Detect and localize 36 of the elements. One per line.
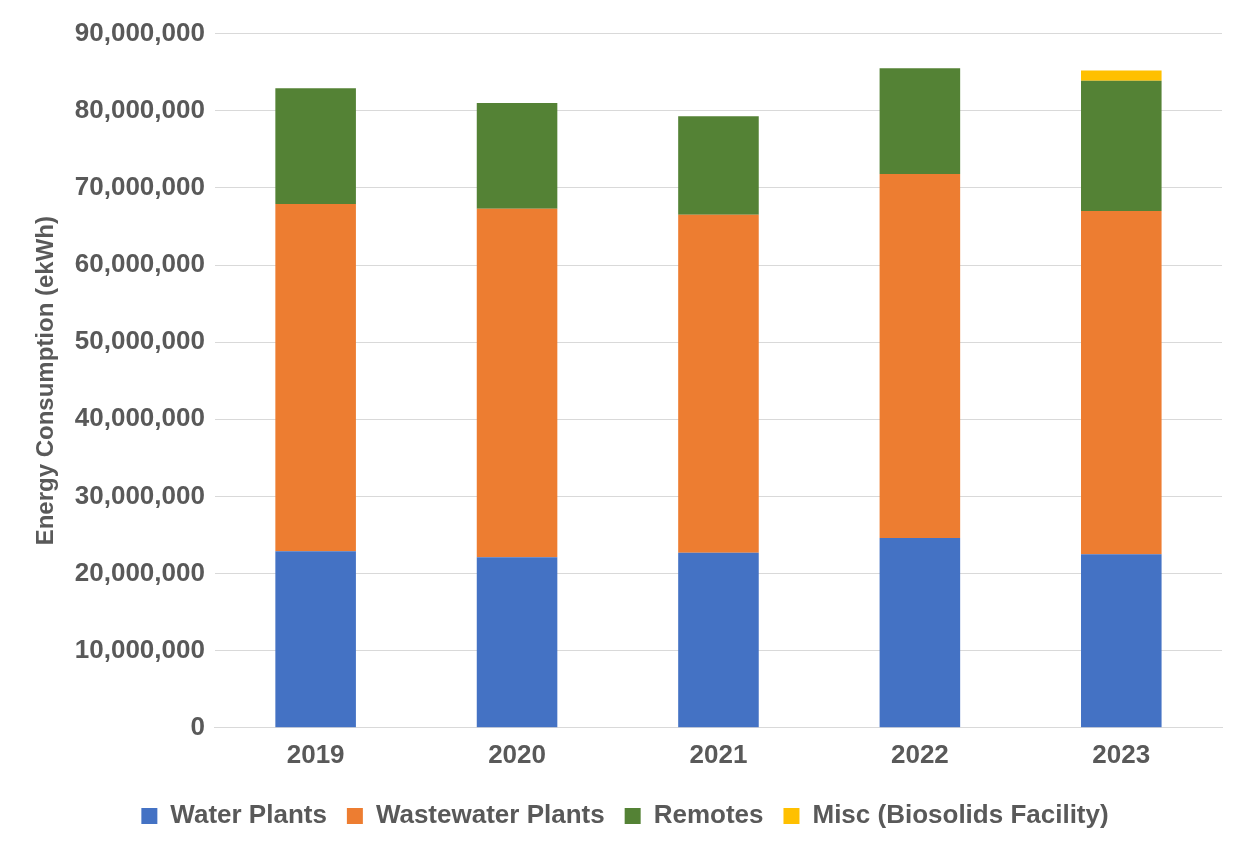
y-tick-label: 70,000,000 xyxy=(74,171,205,202)
y-tick-label: 0 xyxy=(190,710,205,741)
bar xyxy=(275,204,356,552)
x-tick-label: 2022 xyxy=(890,738,949,769)
y-tick-label: 20,000,000 xyxy=(74,556,205,587)
bar xyxy=(1081,211,1162,555)
x-tick-label: 2021 xyxy=(689,738,748,769)
bar xyxy=(879,68,961,174)
legend-label: Water Plants xyxy=(170,799,327,830)
bar xyxy=(1081,80,1162,212)
bar xyxy=(275,88,356,205)
y-tick-label: 80,000,000 xyxy=(74,93,205,124)
bar xyxy=(275,551,356,728)
x-tick-label: 2020 xyxy=(488,738,546,769)
bar xyxy=(678,116,759,215)
legend-label: Wastewater Plants xyxy=(375,799,605,830)
y-tick-label: 90,000,000 xyxy=(74,16,205,47)
y-axis-title: Energy Consumption (ekWh) xyxy=(31,216,59,546)
bar xyxy=(1081,554,1162,728)
bar xyxy=(879,173,961,539)
y-tick-label: 40,000,000 xyxy=(74,402,205,433)
bar xyxy=(879,538,961,728)
bar xyxy=(476,557,558,728)
bar xyxy=(476,103,558,209)
bar xyxy=(678,214,759,553)
y-tick-label: 60,000,000 xyxy=(74,248,205,279)
legend-label: Misc (Biosolids Facility) xyxy=(812,799,1109,830)
y-tick-label: 30,000,000 xyxy=(74,479,205,510)
x-tick-label: 2019 xyxy=(286,738,345,769)
y-tick-label: 50,000,000 xyxy=(74,325,205,356)
bar xyxy=(476,208,558,558)
bar xyxy=(1081,70,1162,81)
legend-label: Remotes xyxy=(653,799,764,830)
y-tick-label: 10,000,000 xyxy=(74,633,205,664)
bar xyxy=(678,552,759,728)
x-tick-label: 2023 xyxy=(1092,738,1151,769)
